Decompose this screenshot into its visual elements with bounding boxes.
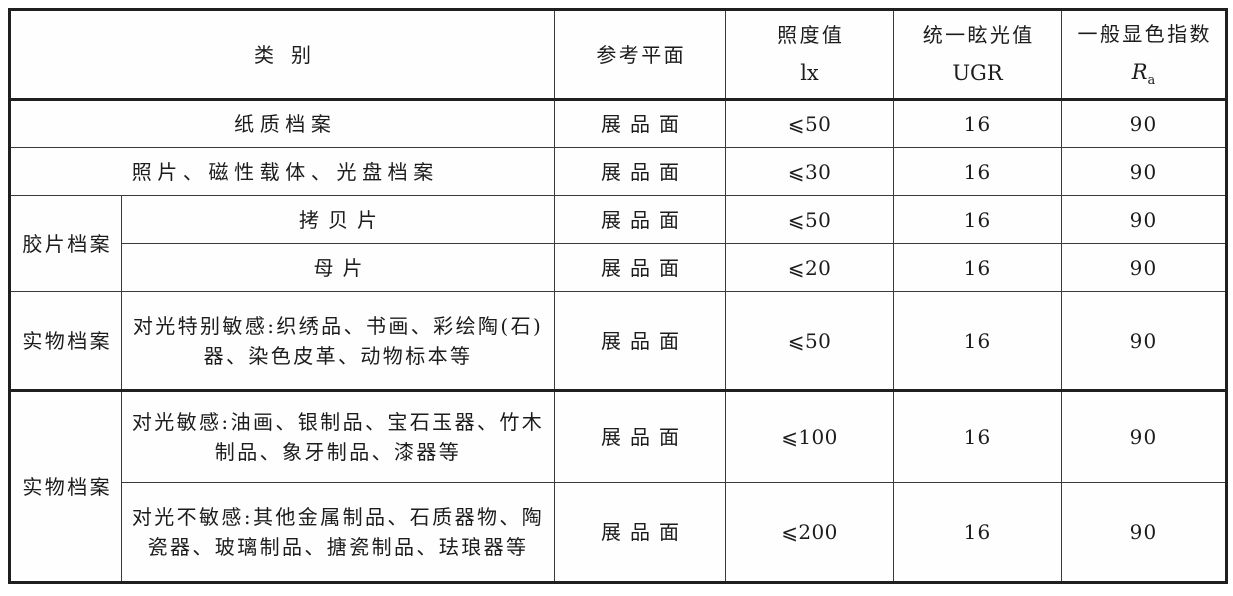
table-row: 实物档案 对光敏感:油画、银制品、宝石玉器、竹木制品、象牙制品、漆器等 展品面 … [9, 389, 1227, 583]
table-row: 胶片档案 拷贝片 展品面 ⩽50 16 90 [9, 195, 1227, 292]
ugr-cell: 16 [893, 389, 1062, 483]
reference-plane-cell: 展品面 [554, 291, 726, 391]
table-row: 照片、磁性载体、光盘档案 展品面 ⩽30 16 90 [9, 147, 1227, 196]
illuminance-cell: ⩽30 [725, 147, 894, 196]
group-cell: 实物档案 [9, 291, 122, 391]
ugr-cell: 16 [893, 482, 1062, 583]
header-cri: 一般显色指数 Ra [1061, 9, 1227, 101]
illuminance-cell: ⩽200 [725, 482, 894, 583]
header-illuminance-label: 照度值 [777, 22, 845, 47]
cri-cell: 90 [1061, 195, 1227, 244]
table-header-row: 类别 参考平面 照度值 lx 统一眩光值 UGR 一般显色指数 Ra [9, 9, 1227, 101]
ugr-cell: 16 [893, 291, 1062, 391]
header-category: 类别 [9, 9, 555, 101]
category-cell: 照片、磁性载体、光盘档案 [9, 147, 555, 196]
illuminance-cell: ⩽50 [725, 99, 894, 148]
archive-lighting-standards-table: 类别 参考平面 照度值 lx 统一眩光值 UGR 一般显色指数 Ra 纸质档案 … [8, 8, 1228, 584]
category-cell: 纸质档案 [9, 99, 555, 148]
category-cell: 对光敏感:油画、银制品、宝石玉器、竹木制品、象牙制品、漆器等 [121, 389, 555, 483]
category-cell: 母片 [121, 243, 555, 292]
illuminance-cell: ⩽50 [725, 291, 894, 391]
table-row: 纸质档案 展品面 ⩽50 16 90 [9, 99, 1227, 148]
header-cri-symbol-line: Ra [1068, 53, 1219, 94]
header-reference-plane: 参考平面 [554, 9, 726, 101]
table-row: 对光不敏感:其他金属制品、石质器物、陶瓷器、玻璃制品、搪瓷制品、珐琅器等 展品面… [10, 482, 1227, 583]
reference-plane-cell: 展品面 [554, 389, 726, 483]
cri-symbol: R [1131, 60, 1148, 85]
cri-cell: 90 [1061, 482, 1227, 583]
header-cri-label: 一般显色指数 [1077, 22, 1212, 47]
cri-cell: 90 [1061, 389, 1227, 483]
category-cell: 拷贝片 [121, 195, 555, 244]
ugr-cell: 16 [893, 147, 1062, 196]
illuminance-cell: ⩽100 [725, 389, 894, 483]
reference-plane-cell: 展品面 [554, 195, 726, 244]
illuminance-cell: ⩽20 [725, 243, 894, 292]
header-illuminance: 照度值 lx [725, 9, 894, 101]
header-glare-unit: UGR [952, 60, 1003, 85]
illuminance-cell: ⩽50 [725, 195, 894, 244]
cri-symbol-subscript: a [1147, 73, 1156, 89]
reference-plane-cell: 展品面 [554, 147, 726, 196]
ugr-cell: 16 [893, 195, 1062, 244]
group-cell: 实物档案 [9, 389, 122, 583]
category-cell: 对光不敏感:其他金属制品、石质器物、陶瓷器、玻璃制品、搪瓷制品、珐琅器等 [121, 482, 555, 583]
ugr-cell: 16 [893, 99, 1062, 148]
reference-plane-cell: 展品面 [554, 482, 726, 583]
cri-cell: 90 [1061, 99, 1227, 148]
reference-plane-cell: 展品面 [554, 99, 726, 148]
table-row: 母片 展品面 ⩽20 16 90 [10, 243, 1227, 292]
group-cell: 胶片档案 [9, 195, 122, 292]
table-row: 实物档案 对光特别敏感:织绣品、书画、彩绘陶(石)器、染色皮革、动物标本等 展品… [9, 291, 1227, 391]
cri-cell: 90 [1061, 243, 1227, 292]
header-glare: 统一眩光值 UGR [893, 9, 1062, 101]
header-illuminance-unit: lx [800, 60, 819, 85]
category-cell: 对光特别敏感:织绣品、书画、彩绘陶(石)器、染色皮革、动物标本等 [121, 291, 555, 391]
cri-cell: 90 [1061, 147, 1227, 196]
header-glare-label: 统一眩光值 [922, 22, 1035, 47]
cri-cell: 90 [1061, 291, 1227, 391]
ugr-cell: 16 [893, 243, 1062, 292]
reference-plane-cell: 展品面 [554, 243, 726, 292]
